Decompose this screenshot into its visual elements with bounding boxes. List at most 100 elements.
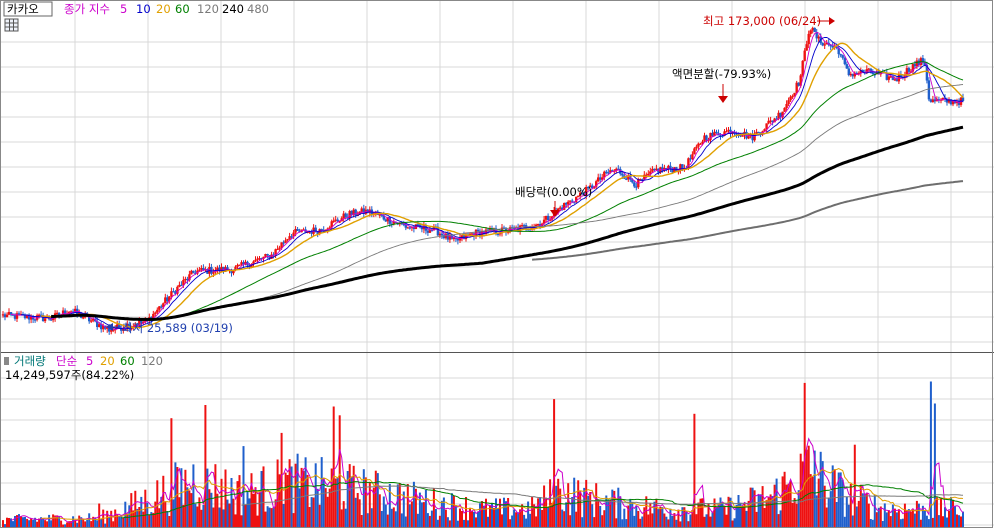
candle-body (136, 324, 139, 326)
volume-bar (110, 510, 113, 527)
volume-bar (270, 508, 273, 527)
volume-bar (328, 488, 331, 527)
volume-bar (208, 489, 211, 527)
candle-body (140, 320, 143, 323)
candle-body (250, 264, 253, 268)
volume-bar (623, 508, 626, 527)
candle-body (182, 279, 185, 285)
volume-ma-line-60 (121, 481, 964, 519)
volume-bar (428, 515, 431, 527)
volume-bar (302, 471, 305, 527)
candle-body (238, 264, 241, 266)
candle-body (226, 267, 229, 271)
candle-body (224, 267, 227, 272)
candle-body (691, 154, 694, 159)
volume-bar (589, 492, 592, 527)
candle-body (849, 73, 852, 76)
candle-body (174, 291, 177, 294)
volume-bar (909, 511, 912, 527)
candle-body (871, 72, 874, 75)
candle-body (779, 112, 782, 118)
candle-body (402, 223, 405, 226)
candle-body (274, 249, 277, 256)
volume-bar (741, 506, 744, 527)
volume-bar (2, 520, 4, 527)
candle-body (721, 135, 724, 138)
volume-bar (326, 496, 329, 527)
candle-body (885, 72, 888, 80)
volume-bar (306, 474, 309, 527)
volume-bar (324, 488, 327, 527)
candle-body (845, 64, 848, 69)
candle-body (961, 97, 965, 101)
candle-body (9, 312, 13, 315)
candle-body (631, 179, 634, 183)
volume-bar (122, 517, 125, 527)
volume-bar (424, 490, 427, 527)
volume-bar (621, 519, 624, 527)
volume-bar (226, 499, 229, 527)
candle-body (913, 64, 917, 67)
volume-bar (440, 500, 443, 527)
volume-bar (104, 523, 107, 527)
volume-bar (739, 502, 742, 527)
volume-bar (62, 524, 65, 527)
volume-bar (348, 464, 351, 527)
volume-bar (418, 492, 421, 527)
volume-bar (194, 504, 197, 527)
volume-bar (633, 515, 636, 527)
volume-bar (575, 511, 578, 527)
volume-bar (577, 480, 580, 527)
volume-bar (501, 514, 503, 527)
candle-body (176, 286, 179, 294)
candle-body (585, 187, 588, 196)
volume-bar (719, 497, 722, 527)
candle-body (693, 148, 696, 155)
volume-bar (919, 519, 922, 527)
volume-bar (332, 406, 335, 527)
candle-body (416, 224, 420, 226)
candle-body (661, 167, 664, 171)
volume-bar (140, 496, 143, 527)
table-icon[interactable] (4, 18, 19, 32)
candle-body (931, 99, 935, 102)
candle-body (729, 129, 732, 134)
volume-bar (202, 505, 205, 527)
candle-body (186, 278, 189, 281)
candle-body (697, 143, 700, 147)
volume-bar (396, 484, 399, 527)
volume-bar (661, 507, 664, 527)
volume-bar (849, 483, 852, 527)
candle-body (27, 314, 31, 320)
volume-bar (745, 510, 748, 527)
volume-bar (811, 476, 814, 527)
volume-bar (731, 520, 734, 527)
volume-bar (276, 459, 279, 527)
volume-bar (641, 516, 644, 527)
volume-bar (212, 507, 215, 527)
volume-bar (68, 521, 71, 527)
candle-body (607, 172, 610, 174)
candle-body (887, 76, 890, 80)
volume-bar (34, 517, 37, 527)
volume-bar (216, 493, 219, 527)
high-arrow-icon (829, 17, 835, 25)
volume-bar (114, 509, 117, 527)
candle-body (823, 44, 826, 46)
candle-body (96, 321, 99, 327)
volume-bar (913, 513, 916, 527)
volume-bar (561, 509, 564, 527)
candle-body (831, 46, 834, 48)
candle-body (71, 311, 75, 313)
volume-bar (948, 510, 950, 527)
ma-line-10 (20, 36, 964, 330)
volume-bar (925, 515, 928, 527)
volume-bar (296, 453, 299, 527)
volume-bar (675, 519, 678, 527)
candle-body (705, 135, 708, 141)
ma-period-10: 10 (136, 2, 151, 16)
volume-bar (218, 507, 221, 527)
stock-name-box[interactable] (3, 1, 53, 17)
volume-bar (891, 504, 894, 527)
volume-bar (442, 497, 445, 527)
